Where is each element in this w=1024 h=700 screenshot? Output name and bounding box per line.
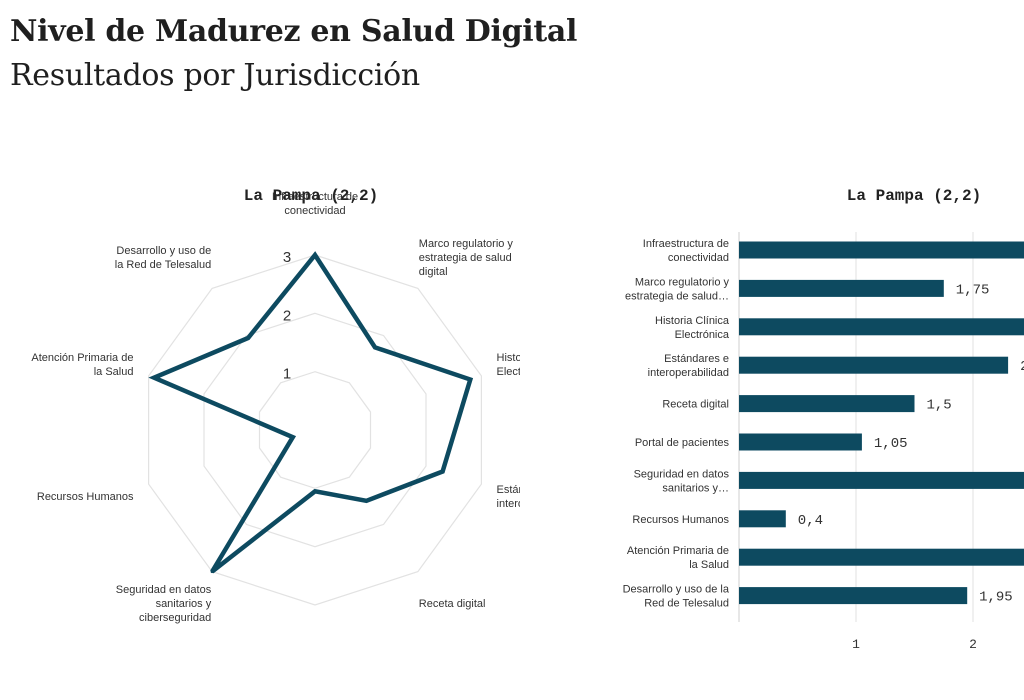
- radar-scale-ticks: 1 2 3: [283, 249, 291, 383]
- bar-category-label: Seguridad en datos sanitarios y…: [634, 468, 730, 494]
- radar-axis-label: Atención Primaria de la Salud: [31, 352, 133, 378]
- bar-category-label: Infraestructura de conectividad: [643, 238, 729, 264]
- radar-scale-tick: 2: [283, 307, 291, 324]
- bar: [739, 433, 862, 451]
- bar-data-labels: 1,75 2 1,5 1,05 0,4 1,95: [798, 282, 1024, 605]
- bar-data-label: 1,5: [927, 398, 952, 414]
- bar-category-label: Historia Clínica Electrónica: [655, 315, 730, 341]
- bar-category-label: Receta digital: [662, 399, 729, 411]
- bar-category-labels: Infraestructura de conectividad Marco regu…: [623, 238, 730, 610]
- radar-point: [313, 253, 317, 257]
- bar: [739, 471, 1024, 489]
- bar: [739, 395, 915, 413]
- radar-axis-label: Infraestructura de conectividad: [272, 191, 358, 217]
- bar-data-label: 1,75: [956, 282, 990, 298]
- bar-category-label: Desarrollo y uso de la Red de Telesalud: [623, 584, 730, 610]
- radar-point: [313, 489, 317, 493]
- radar-point: [373, 345, 377, 349]
- bar: [739, 587, 968, 605]
- bar-category-label: Portal de pacientes: [635, 437, 730, 449]
- radar-scale-tick: 3: [283, 249, 291, 266]
- bar: [739, 279, 944, 297]
- bar-data-label: 1,95: [979, 590, 1013, 606]
- bar: [739, 318, 1024, 336]
- bar-category-label: Estándares e interoperabilidad: [648, 353, 729, 379]
- page-title: Nivel de Madurez en Salud Digital: [10, 14, 578, 49]
- page-subtitle: Resultados por Jurisdicción: [10, 58, 420, 93]
- radar-point: [152, 376, 156, 380]
- radar-point: [291, 435, 295, 439]
- radar-point: [364, 499, 368, 503]
- bar: [739, 510, 786, 528]
- bar-category-label: Atención Primaria de la Salud: [627, 545, 729, 571]
- bar-category-label: Recursos Humanos: [632, 514, 729, 526]
- radar-grid-ring: [203, 312, 427, 548]
- radar-axis-label: Seguridad en datos sanitarios y cibersegur…: [116, 584, 212, 624]
- radar-grid-ring: [148, 254, 482, 606]
- bar-data-label: 1,05: [874, 436, 908, 452]
- radar-axis-label: Marco regulatorio y estrategia de salud di…: [419, 238, 514, 278]
- bar-data-label: 2: [1020, 359, 1024, 375]
- radar-point: [246, 336, 250, 340]
- bar: [739, 356, 1009, 374]
- radar-axis-label: Recursos Humanos: [37, 491, 134, 503]
- bar: [739, 241, 1024, 259]
- radar-grid-ring: [258, 371, 372, 489]
- radar-grid: [148, 254, 482, 606]
- radar-chart: La Pampa (2,2) 1 2 3 Infraestructura de con…: [31, 187, 520, 624]
- radar-axis-label: Desarrollo y uso de la Red de Telesalud: [115, 245, 211, 271]
- radar-point: [441, 470, 445, 473]
- radar-series: [148, 251, 474, 574]
- bar: [739, 548, 1024, 566]
- bar-chart-title: La Pampa (2,2): [847, 187, 981, 205]
- radar-axis-labels: Infraestructura de conectividad Marco regu…: [31, 191, 520, 624]
- radar-point: [468, 378, 472, 381]
- bar-category-label: Marco regulatorio y estrategia de salud…: [625, 276, 729, 302]
- bar-data-label: 0,4: [798, 513, 823, 529]
- bar-marks: [739, 241, 1024, 605]
- radar-scale-tick: 1: [283, 366, 291, 383]
- radar-axis-label: Receta digital: [419, 598, 486, 610]
- radar-chart-title: La Pampa (2,2): [244, 187, 378, 205]
- bar-x-tick: 2: [969, 637, 977, 652]
- bar-x-tick: 1: [852, 637, 860, 652]
- radar-point: [210, 570, 214, 574]
